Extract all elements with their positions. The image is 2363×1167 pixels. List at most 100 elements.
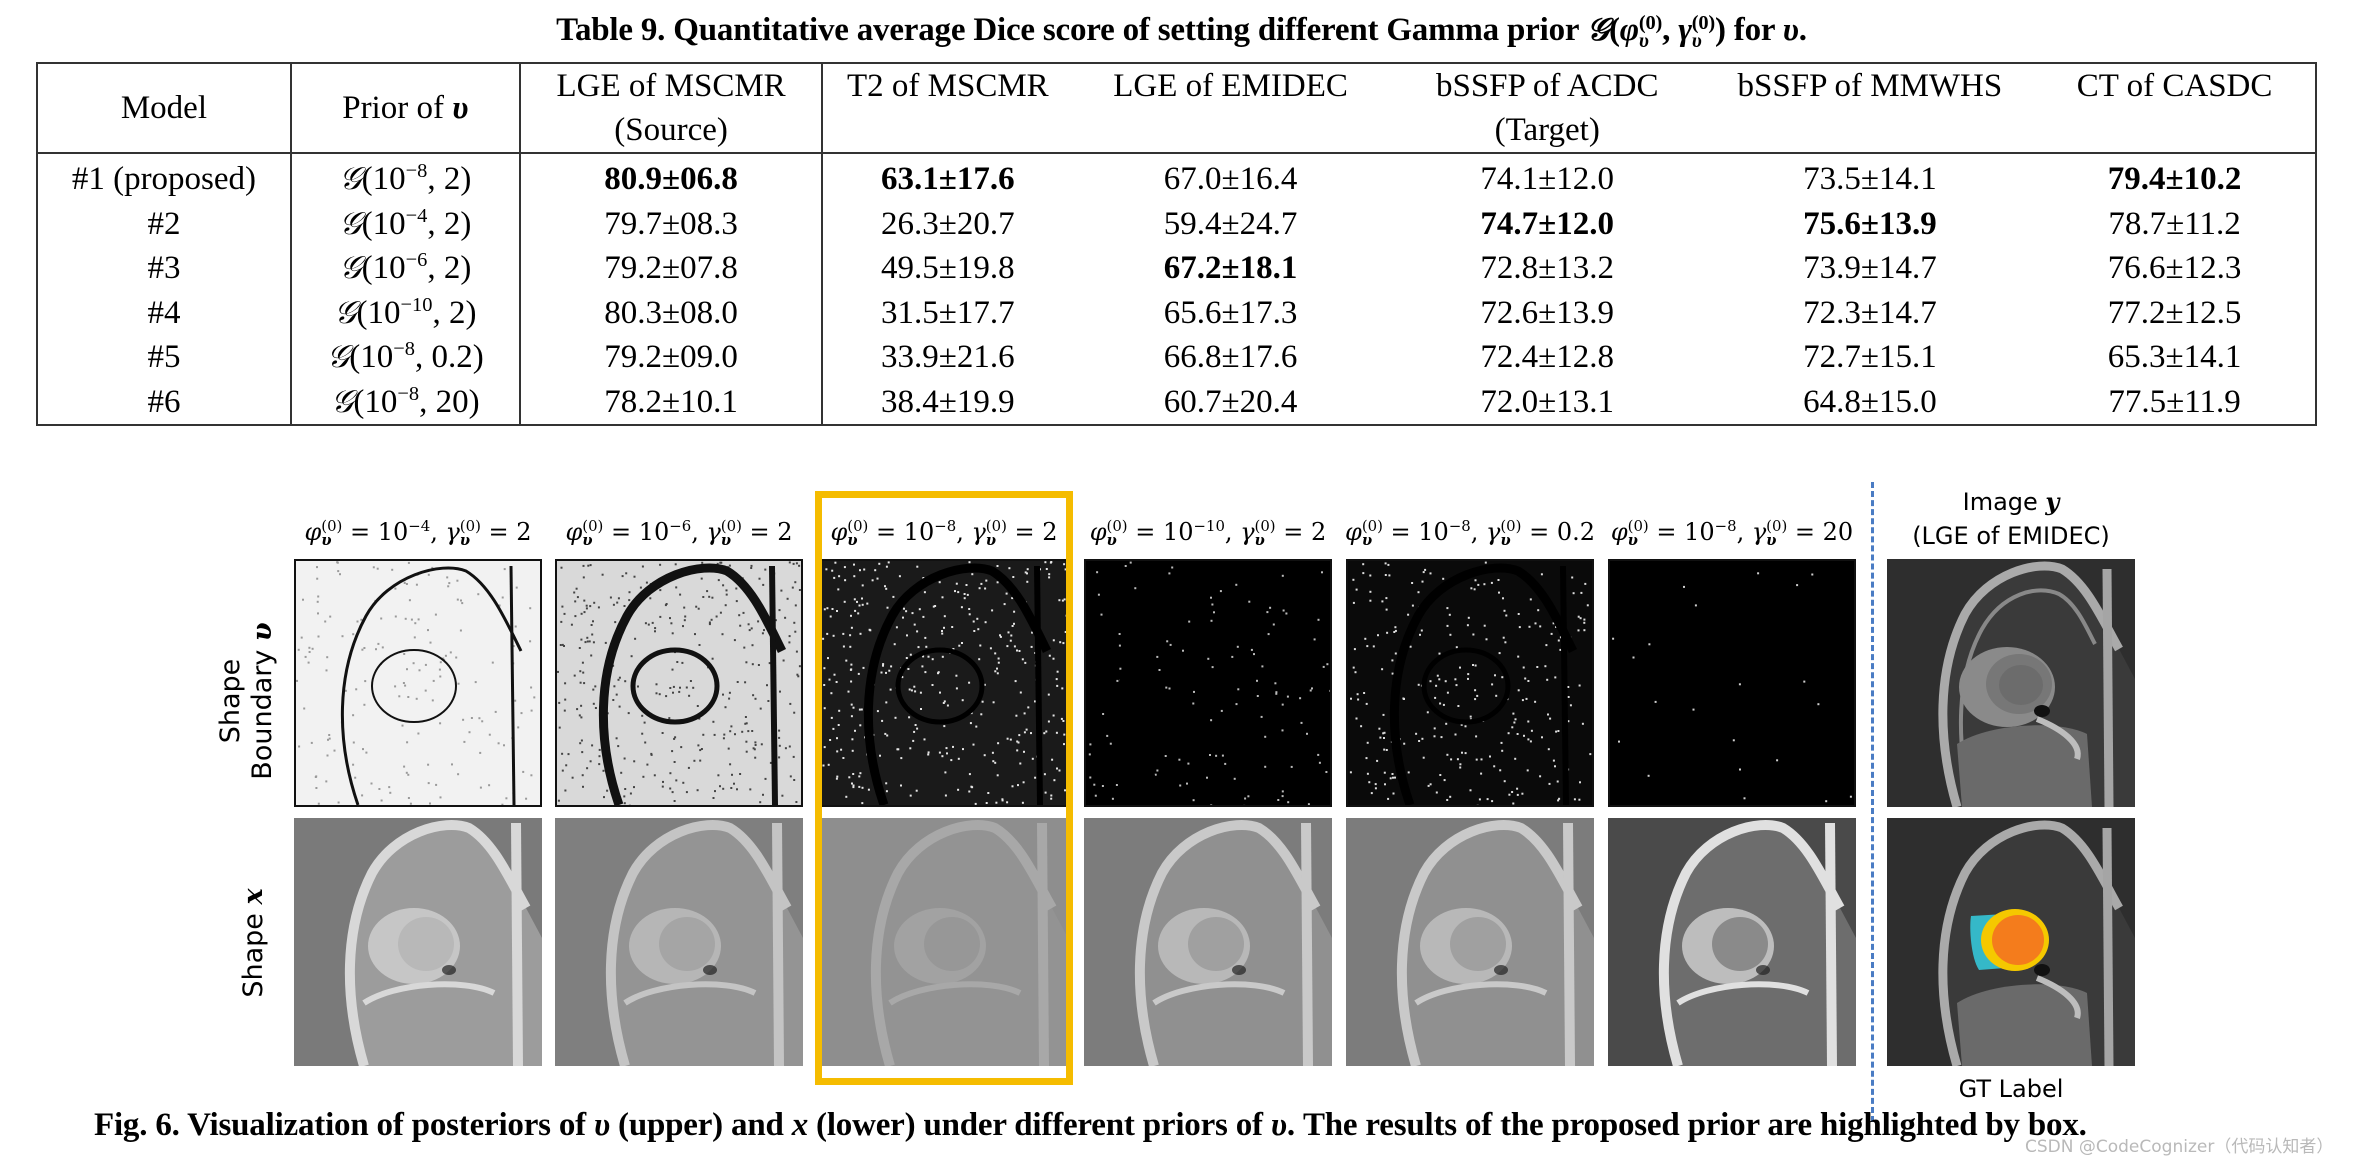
dice-score-cell: 79.4±10.2	[2107, 161, 2242, 197]
dice-score-cell: 64.8±15.0	[1803, 383, 1937, 420]
dice-score-cell: 72.4±12.8	[1480, 339, 1615, 375]
header-model: Model	[37, 63, 292, 153]
dice-score-cell: 75.6±13.9	[1803, 205, 1937, 242]
row-label-var-v: υ	[247, 622, 278, 642]
dice-score-cell: 66.8±17.6	[1163, 339, 1298, 375]
phi-exponent: −8	[934, 517, 957, 535]
reference-title-text: Image	[1962, 488, 2046, 516]
header-lge-mscmr: LGE of MSCMR (Source)	[519, 63, 824, 153]
phi-exponent: −4	[408, 517, 431, 535]
shape-x-panel-3	[820, 818, 1068, 1066]
dice-score-cell: 79.2±07.8	[519, 246, 824, 291]
header-prior-text: Prior of	[342, 90, 453, 126]
dice-score-cell: 74.1±12.0	[1480, 161, 1615, 197]
prior-gamma: 20	[435, 383, 469, 420]
gamma-distribution-symbol: 𝒢	[1586, 12, 1609, 48]
dice-score-cell: 59.4±24.7	[1163, 205, 1298, 242]
reference-image-title: Image y (LGE of EMIDEC)	[1885, 485, 2137, 553]
shape-boundary-panel-1	[294, 559, 542, 807]
column-title-prior-2: φ (0) υ = 10−6, γ (0) υ = 2	[565, 517, 793, 549]
header-ct-casdc: CT of CASDC	[2076, 68, 2273, 104]
figure-caption: Fig. 6. Visualization of posteriors of υ…	[94, 1107, 2087, 1144]
dice-score-cell: 72.3±14.7	[1803, 294, 1937, 331]
row-label-shape-boundary: Shape Boundary υ	[215, 601, 285, 801]
shape-x-map	[820, 818, 1068, 1066]
gamma-distribution-symbol: 𝒢	[334, 294, 357, 331]
phi-exponent: −6	[669, 517, 692, 535]
dice-score-cell: 67.0±16.4	[1163, 161, 1298, 197]
phi-exponent: −8	[1448, 517, 1471, 535]
header-prior-var: υ	[452, 90, 469, 126]
dice-score-cell: 72.0±13.1	[1480, 383, 1615, 420]
dice-score-cell: 72.8±13.2	[1480, 250, 1615, 286]
figure-caption-var-x: x	[791, 1107, 809, 1143]
shape-x-map	[1608, 818, 1856, 1066]
model-cell: #1 (proposed)	[37, 153, 292, 202]
column-title-prior-4: φ (0) υ = 10−10, γ (0) υ = 2	[1089, 517, 1327, 549]
phi-exponent: −10	[1193, 517, 1225, 535]
dice-score-cell: 80.3±08.0	[519, 290, 824, 335]
dashed-divider	[1871, 482, 1874, 1122]
header-source-label: (Source)	[614, 112, 728, 148]
gamma-value: 0.2	[1556, 518, 1595, 546]
gamma-value: 2	[1042, 518, 1058, 546]
prior-cell: 𝒢(10−4, 2)	[290, 201, 521, 246]
table-row: #6 𝒢(10−8, 20) 78.2±10.1 38.4±19.9 60.7±20.4…	[37, 379, 2316, 425]
model-cell: #5	[37, 335, 292, 380]
dice-score-cell: 38.4±19.9	[881, 383, 1015, 420]
shape-boundary-panel-4	[1084, 559, 1332, 807]
model-cell: #6	[37, 379, 292, 425]
mri-reference-image	[1887, 559, 2135, 807]
shape-boundary-panel-5	[1346, 559, 1594, 807]
row-label-shape-x: Shape x	[238, 843, 272, 1043]
prior-exponent: −8	[397, 382, 420, 405]
dice-score-cell: 76.6±12.3	[2107, 250, 2242, 286]
row-label-boundary: Boundary υ	[247, 601, 279, 801]
prior-cell: 𝒢(10−8, 20)	[290, 379, 521, 425]
table-row: #3 𝒢(10−6, 2) 79.2±07.8 49.5±19.8 67.2±18.1 7…	[37, 246, 2316, 291]
reference-image-y	[1887, 559, 2135, 807]
dice-score-cell: 79.7±08.3	[519, 201, 824, 246]
shape-x-map	[555, 818, 803, 1066]
prior-cell: 𝒢(10−10, 2)	[290, 290, 521, 335]
figure-caption-end: . The results of the proposed prior are …	[1286, 1107, 2087, 1143]
table-caption-text: Table 9. Quantitative average Dice score…	[556, 12, 1587, 48]
gamma-value: 20	[1822, 518, 1854, 546]
figure-caption-text: Fig. 6. Visualization of posteriors of	[94, 1107, 595, 1143]
row-label-shape-x-text: Shape	[238, 904, 269, 998]
reference-title-line1: Image y	[1885, 485, 2137, 519]
header-bssfp-mmwhs: bSSFP of MMWHS	[1737, 68, 2003, 104]
reference-title-line2: (LGE of EMIDEC)	[1912, 522, 2110, 550]
dice-score-cell: 77.5±11.9	[2108, 383, 2241, 420]
dice-score-cell: 63.1±17.6	[881, 161, 1015, 197]
table-caption-for: for	[1725, 12, 1783, 48]
header-lge-emidec: LGE of EMIDEC	[1113, 68, 1348, 104]
shape-boundary-panel-2	[555, 559, 803, 807]
shape-x-panel-2	[555, 818, 803, 1066]
gamma-distribution-symbol: 𝒢	[339, 161, 362, 197]
model-cell: #2	[37, 201, 292, 246]
table-caption-end: .	[1798, 12, 1807, 48]
dice-score-cell: 77.2±12.5	[2107, 294, 2242, 331]
model-cell: #3	[37, 246, 292, 291]
row-label-boundary-text: Boundary	[247, 641, 278, 780]
gt-label-image	[1887, 818, 2135, 1066]
reference-title-var: y	[2045, 487, 2060, 516]
dice-score-cell: 78.2±10.1	[519, 379, 824, 425]
gamma-value: 2	[777, 518, 793, 546]
dice-score-cell: 72.6±13.9	[1480, 294, 1615, 331]
header-target-label: (Target)	[1494, 112, 1600, 148]
phi-exponent: −8	[1714, 517, 1737, 535]
row-label-var-x: x	[238, 888, 269, 905]
gt-label-text: GT Label	[1958, 1075, 2064, 1103]
header-bssfp-acdc: bSSFP of ACDC (Target)	[1389, 63, 1706, 153]
shape-boundary-panel-6	[1608, 559, 1856, 807]
shape-boundary-panel-3	[820, 559, 1068, 807]
prior-gamma: 2	[443, 161, 461, 197]
shape-x-panel-1	[294, 818, 542, 1066]
gamma-distribution-symbol: 𝒢	[339, 250, 362, 286]
dice-score-cell: 73.5±14.1	[1803, 161, 1937, 197]
shape-x-map	[1084, 818, 1332, 1066]
header-prior: Prior of υ	[290, 63, 521, 153]
table-caption: Table 9. Quantitative average Dice score…	[556, 12, 1807, 53]
